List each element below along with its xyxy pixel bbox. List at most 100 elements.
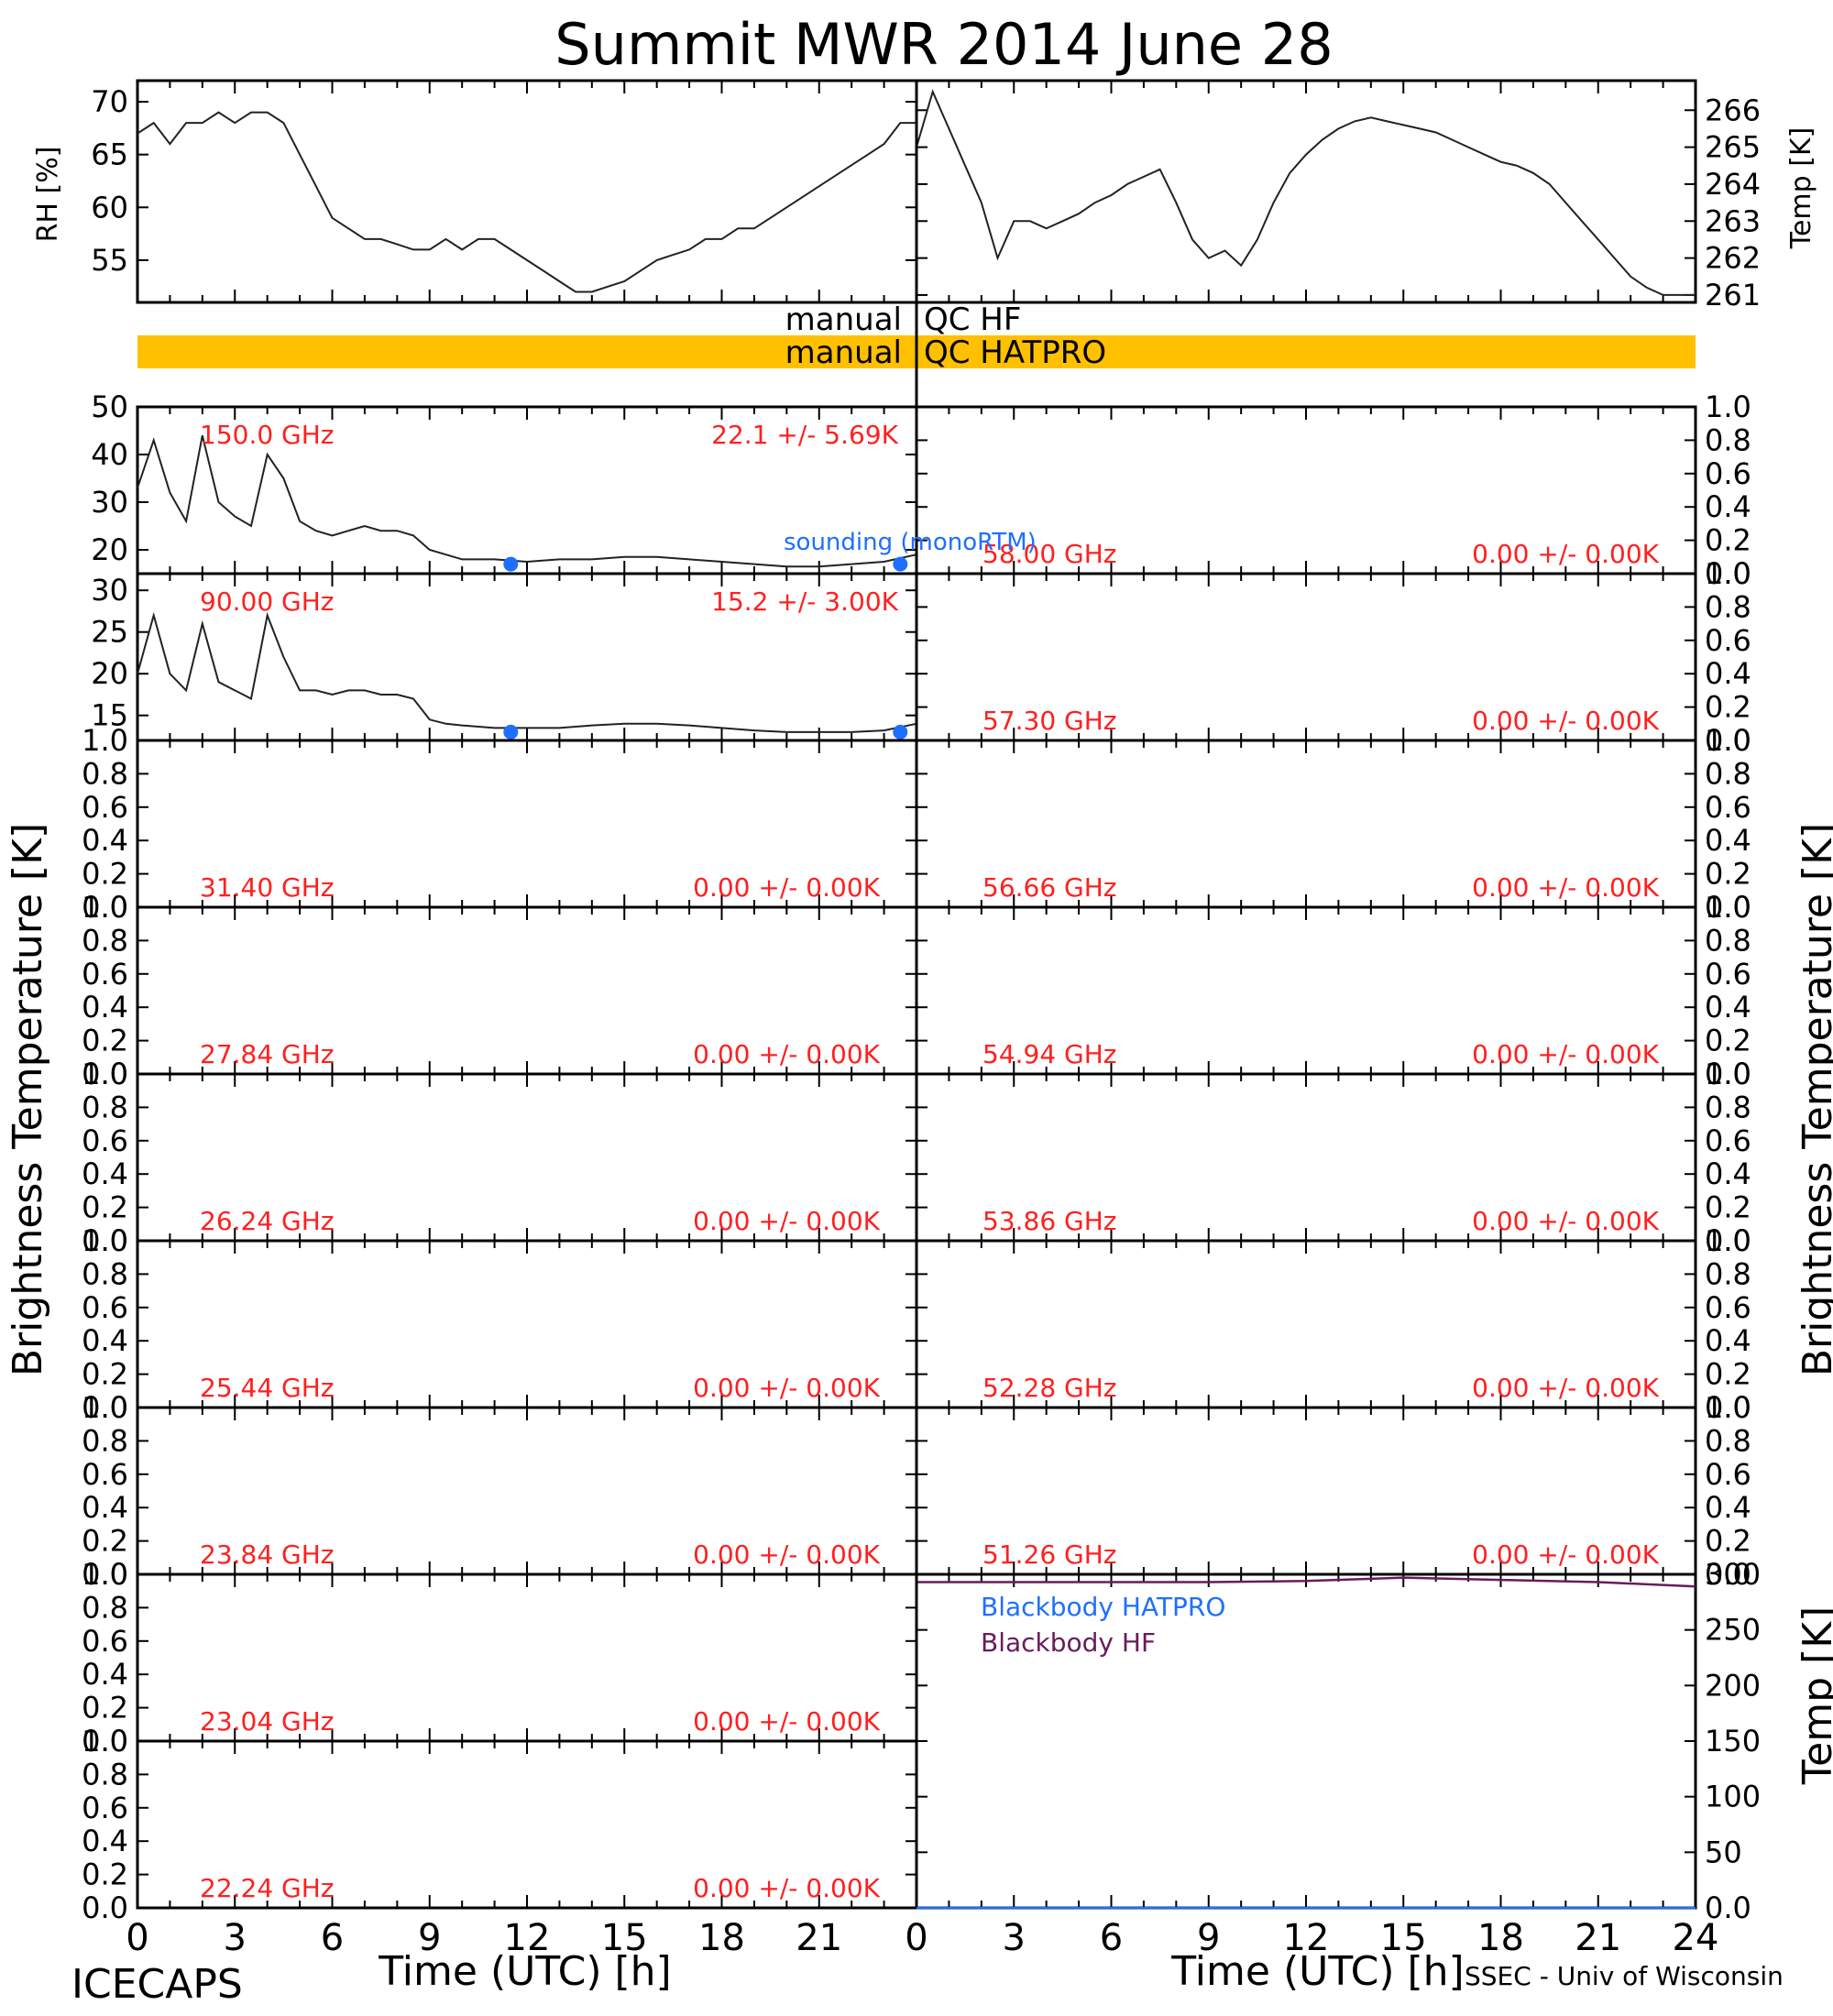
- legend-sounding: sounding (monoRTM): [784, 529, 1037, 556]
- panels-layer: 5560657026126226326426526620304050150.0 …: [82, 79, 1761, 1959]
- stats-label: 0.00 +/- 0.00K: [1472, 1039, 1659, 1069]
- y-tick-label: 0.4: [1705, 489, 1751, 524]
- y-tick-label: 261: [1705, 278, 1761, 312]
- y-label-temp-bb: Temp [K]: [1795, 1606, 1833, 1785]
- y-tick-label: 0.4: [1705, 1156, 1751, 1191]
- y-tick-label: 1.0: [1705, 1223, 1751, 1258]
- y-tick-label: 1.0: [1705, 1390, 1751, 1425]
- stats-label: 0.00 +/- 0.00K: [1472, 539, 1659, 569]
- y-tick-label: 1.0: [1705, 890, 1751, 925]
- stats-label: 15.2 +/- 3.00K: [711, 586, 898, 617]
- y-tick-label: 0.0: [1705, 1057, 1751, 1091]
- x-tick-label: 21: [1575, 1917, 1621, 1959]
- y-tick-label: 0.6: [82, 1123, 128, 1158]
- freq-label: 54.94 GHz: [982, 1039, 1117, 1069]
- freq-label: 22.24 GHz: [200, 1873, 335, 1903]
- freq-label: 90.00 GHz: [200, 586, 335, 617]
- y-tick-label: 250: [1705, 1613, 1761, 1648]
- y-tick-label: 0.8: [82, 923, 128, 958]
- y-tick-label: 0.2: [1705, 523, 1751, 558]
- x-tick-label: 0: [905, 1917, 927, 1959]
- y-tick-label: 0.6: [82, 1624, 128, 1659]
- stats-label: 0.00 +/- 0.00K: [1472, 1206, 1659, 1236]
- y-tick-label: 0.6: [1705, 1457, 1751, 1492]
- series-line-150-0-ghz: [137, 434, 917, 568]
- y-tick-label: 0.0: [82, 1223, 128, 1258]
- y-tick-label: 262: [1705, 241, 1761, 276]
- series-line-90-00-ghz: [137, 611, 917, 733]
- freq-label: 23.84 GHz: [200, 1539, 335, 1570]
- x-tick-label: 0: [126, 1917, 148, 1959]
- y-tick-label: 0.0: [82, 1724, 128, 1759]
- y-tick-label: 150: [1705, 1724, 1761, 1759]
- y-label-rh: RH [%]: [32, 147, 64, 243]
- y-tick-label: 200: [1705, 1668, 1761, 1703]
- y-tick-label: 0.2: [82, 1691, 128, 1726]
- y-tick-label: 1.0: [1705, 723, 1751, 758]
- stats-label: 0.00 +/- 0.00K: [693, 1039, 880, 1069]
- x-tick-label: 12: [504, 1917, 551, 1959]
- stats-label: 0.00 +/- 0.00K: [1472, 1539, 1659, 1570]
- y-tick-label: 0.0: [1705, 1390, 1751, 1425]
- footer-right: SSEC - Univ of Wisconsin: [1465, 1961, 1784, 1991]
- x-tick-label: 21: [796, 1917, 842, 1959]
- series-line-temp: [916, 89, 1696, 296]
- y-tick-label: 0.4: [82, 1490, 128, 1525]
- y-tick-label: 1.0: [1705, 1057, 1751, 1091]
- y-tick-label: 0.8: [1705, 422, 1751, 457]
- y-tick-label: 0.8: [1705, 1256, 1751, 1291]
- y-tick-label: 263: [1705, 203, 1761, 238]
- freq-label: 52.28 GHz: [982, 1373, 1117, 1403]
- y-tick-label: 0.6: [1705, 456, 1751, 491]
- y-tick-label: 0.4: [82, 990, 128, 1024]
- chart-title: Summit MWR 2014 June 28: [554, 11, 1333, 78]
- y-tick-label: 0.8: [1705, 756, 1751, 791]
- freq-label: 25.44 GHz: [200, 1373, 335, 1403]
- freq-label: 27.84 GHz: [200, 1039, 335, 1069]
- legend-bb-hf: Blackbody HF: [981, 1627, 1156, 1658]
- y-tick-label: 0.4: [82, 823, 128, 858]
- y-tick-label: 0.8: [82, 1757, 128, 1791]
- y-tick-label: 0.6: [82, 957, 128, 992]
- stats-label: 0.00 +/- 0.00K: [693, 1873, 880, 1903]
- stats-label: 0.00 +/- 0.00K: [1472, 1373, 1659, 1403]
- x-label-left: Time (UTC) [h]: [378, 1948, 671, 1995]
- legend-bb-hatpro: Blackbody HATPRO: [981, 1592, 1225, 1622]
- series-line-blackbody-hf: [916, 1576, 1696, 1588]
- x-tick-label: 15: [1380, 1917, 1427, 1959]
- y-tick-label: 0.0: [1705, 723, 1751, 758]
- y-tick-label: 0.0: [1705, 1223, 1751, 1258]
- stats-label: 0.00 +/- 0.00K: [693, 1706, 880, 1737]
- y-tick-label: 65: [91, 137, 128, 172]
- y-tick-label: 0.0: [82, 1057, 128, 1091]
- stats-label: 0.00 +/- 0.00K: [1472, 872, 1659, 903]
- y-tick-label: 1.0: [82, 1057, 128, 1091]
- y-tick-label: 0.2: [82, 1190, 128, 1225]
- y-tick-label: 0.0: [82, 890, 128, 925]
- y-tick-label: 0.2: [1705, 1524, 1751, 1559]
- y-tick-label: 20: [91, 656, 128, 691]
- y-tick-label: 0.6: [82, 1290, 128, 1325]
- y-tick-label: 0.2: [1705, 857, 1751, 892]
- y-tick-label: 60: [91, 190, 128, 225]
- y-label-bt-right: Brightness Temperature [K]: [1795, 823, 1833, 1376]
- y-tick-label: 100: [1705, 1780, 1761, 1814]
- y-tick-label: 70: [91, 84, 128, 119]
- y-tick-label: 0.4: [1705, 990, 1751, 1024]
- freq-label: 58.00 GHz: [982, 539, 1117, 569]
- y-tick-label: 0.6: [1705, 1290, 1751, 1325]
- stats-label: 0.00 +/- 0.00K: [693, 1539, 880, 1570]
- qc-hf-left: manual: [785, 301, 902, 338]
- y-tick-label: 0.8: [82, 756, 128, 791]
- footer-left: ICECAPS: [71, 1961, 243, 2008]
- stats-label: 22.1 +/- 5.69K: [711, 420, 898, 450]
- x-tick-label: 6: [1100, 1917, 1123, 1959]
- panel-frame-blackbody: [915, 1572, 1697, 1910]
- x-tick-label: 15: [601, 1917, 648, 1959]
- y-tick-label: 0.6: [1705, 623, 1751, 658]
- y-tick-label: 55: [91, 243, 128, 278]
- y-tick-label: 0.0: [82, 1557, 128, 1592]
- y-tick-label: 0.0: [1705, 556, 1751, 591]
- freq-label: 26.24 GHz: [200, 1206, 335, 1236]
- stats-label: 0.00 +/- 0.00K: [693, 1206, 880, 1236]
